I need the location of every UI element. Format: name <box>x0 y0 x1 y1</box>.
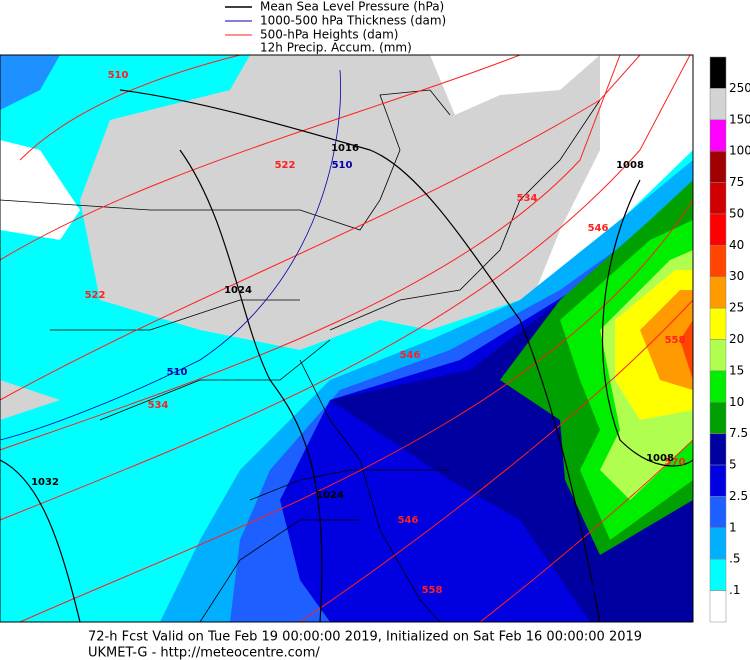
colorbar-box <box>709 88 727 121</box>
footer-text: UKMET-G - http://meteocentre.com/ <box>88 646 320 660</box>
map: 510 522 522 534 546 534 546 558 546 558 … <box>0 55 693 622</box>
contour-label: 522 <box>85 290 106 301</box>
contour-label: 546 <box>588 223 609 234</box>
colorbar-box <box>709 182 727 215</box>
colorbar-box <box>709 307 727 340</box>
contour-label: 534 <box>148 400 169 411</box>
lake <box>0 140 80 240</box>
contour-label: 558 <box>665 335 686 346</box>
contour-label: 534 <box>517 193 538 204</box>
contour-label: 570 <box>665 457 686 468</box>
colorbar-label: 40 <box>729 238 744 252</box>
colorbar-label: 50 <box>729 206 744 220</box>
contour-label: 516 <box>590 585 611 596</box>
contour-label: 510 <box>167 367 188 378</box>
colorbar-label: 10 <box>729 395 744 409</box>
colorbar-box <box>709 119 727 152</box>
colorbar-box <box>709 245 727 277</box>
colorbar-label: 25 <box>729 301 744 315</box>
colorbar-box <box>709 56 727 89</box>
colorbar-box <box>709 496 727 529</box>
colorbar-box <box>709 433 727 466</box>
colorbar-label: 75 <box>729 175 744 189</box>
contour-label: 546 <box>398 515 419 526</box>
colorbar-label: .1 <box>729 583 740 597</box>
contour-label: 510 <box>332 160 353 171</box>
colorbar-label: .5 <box>729 552 740 566</box>
contour-label: 1024 <box>224 285 252 296</box>
colorbar-label: 250 <box>729 81 750 95</box>
colorbar-label: 15 <box>729 363 744 377</box>
colorbar-box <box>709 402 727 434</box>
legend-text: 12h Precip. Accum. (mm) <box>260 41 412 55</box>
pressure-labels: 1016 1024 1032 1008 1024 1008 <box>31 143 674 501</box>
contour-label: 522 <box>275 160 296 171</box>
colorbar-label: 150 <box>729 112 750 126</box>
colorbar-label: 100 <box>729 144 750 158</box>
precip-25 <box>640 290 693 390</box>
legend-text: Mean Sea Level Pressure (hPa) <box>260 0 444 14</box>
borders <box>0 89 601 622</box>
colorbar-box <box>709 464 727 497</box>
thickness-labels: 510 510 516 <box>167 160 611 596</box>
thickness-contours <box>0 69 611 622</box>
precip-1 <box>0 55 60 110</box>
colorbar-box <box>709 339 727 372</box>
pressure-contours <box>0 89 693 622</box>
colorbar-label: 2.5 <box>729 489 748 503</box>
colorbar-label: 7.5 <box>729 426 748 440</box>
colorbar-box <box>709 370 727 403</box>
contour-label: 1008 <box>616 160 644 171</box>
colorbar-label: 20 <box>729 332 744 346</box>
precip-30 <box>680 320 693 380</box>
colorbar-box <box>709 276 727 309</box>
colorbar-box <box>709 590 727 623</box>
ocean-north <box>430 55 600 115</box>
contour-label: 1016 <box>331 143 359 154</box>
contour-label: 1032 <box>31 477 59 488</box>
footer-text: 72-h Fcst Valid on Tue Feb 19 00:00:00 2… <box>88 630 642 645</box>
colorbar-label: 1 <box>729 520 737 534</box>
colorbar: 250 150 100 75 50 40 30 25 20 15 10 7.5 5 2.5 1 .5 .1 <box>709 56 750 623</box>
colorbar-label: 30 <box>729 269 744 283</box>
colorbar-box <box>709 527 727 560</box>
map-frame <box>0 54 694 623</box>
contour-label: 1024 <box>316 490 344 501</box>
legend: Mean Sea Level Pressure (hPa) 1000-500 h… <box>225 0 446 55</box>
height-contours <box>0 55 693 622</box>
colorbar-label: 5 <box>729 458 737 472</box>
contour-label: 1008 <box>646 453 674 464</box>
contour-label: 558 <box>422 585 443 596</box>
legend-text: 1000-500 hPa Thickness (dam) <box>260 14 446 28</box>
legend-text: 500-hPa Heights (dam) <box>260 28 398 42</box>
colorbar-box <box>709 213 727 246</box>
contour-label: 546 <box>400 350 421 361</box>
colorbar-box <box>709 150 727 183</box>
height-labels: 510 522 522 534 546 534 546 558 546 558 … <box>85 70 686 596</box>
contour-label: 510 <box>108 70 129 81</box>
colorbar-box <box>709 558 727 591</box>
